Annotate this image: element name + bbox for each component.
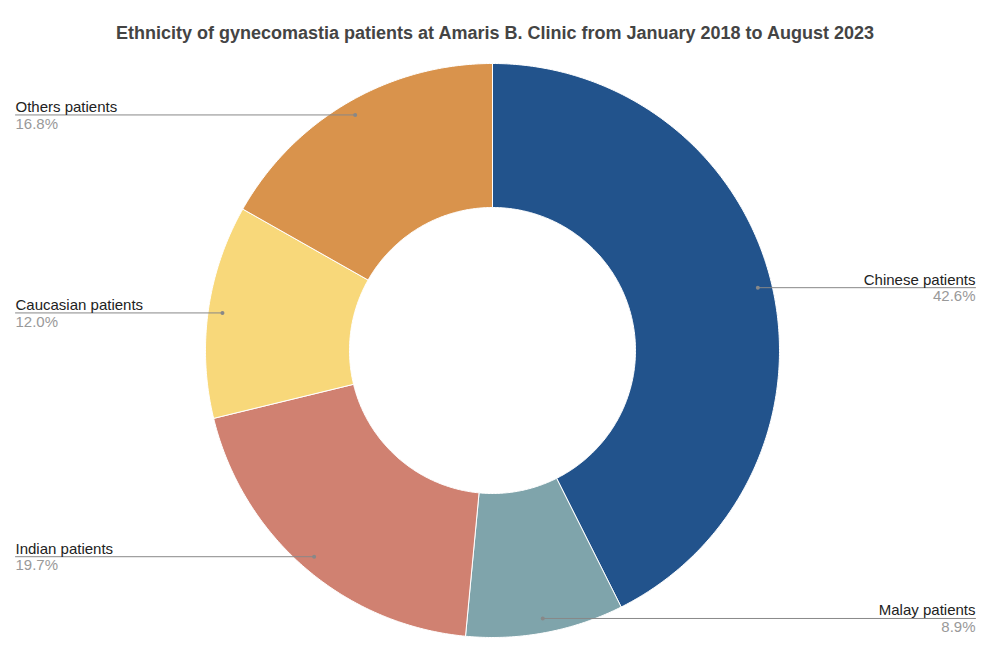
svg-text:42.6%: 42.6% bbox=[933, 287, 976, 304]
svg-text:Indian patients: Indian patients bbox=[16, 540, 114, 557]
svg-text:12.0%: 12.0% bbox=[16, 313, 59, 330]
html-text:Ethnicity of gynecomastia pati: Ethnicity of gynecomastia patients at Am… bbox=[116, 23, 874, 43]
svg-text:16.8%: 16.8% bbox=[16, 115, 59, 132]
svg-text:Chinese patients: Chinese patients bbox=[864, 271, 976, 288]
svg-text:8.9%: 8.9% bbox=[941, 618, 975, 635]
svg-text:Others patients: Others patients bbox=[16, 98, 118, 115]
svg-text:19.7%: 19.7% bbox=[16, 556, 59, 573]
svg-text:Malay patients: Malay patients bbox=[879, 601, 976, 618]
svg-text:Caucasian patients: Caucasian patients bbox=[16, 296, 144, 313]
